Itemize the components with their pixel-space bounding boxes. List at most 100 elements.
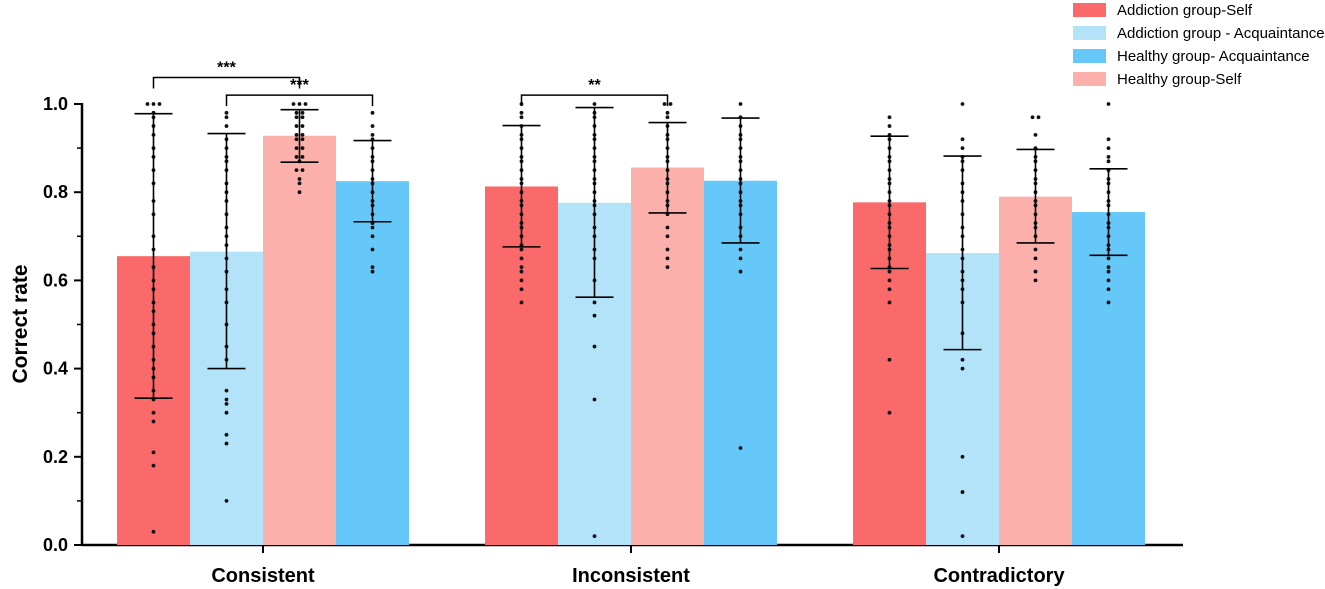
- data-point: [960, 454, 965, 459]
- data-point: [370, 247, 375, 252]
- bar: [263, 135, 336, 545]
- data-point: [738, 269, 743, 274]
- data-point: [370, 225, 375, 230]
- data-point: [300, 137, 305, 142]
- data-point: [1033, 269, 1038, 274]
- data-point: [519, 110, 524, 115]
- data-point: [662, 102, 667, 106]
- legend: Addiction group-Self Addiction group - Ac…: [1073, 2, 1325, 88]
- data-point: [1106, 102, 1111, 106]
- data-point: [1036, 115, 1041, 120]
- data-point: [592, 534, 597, 539]
- data-point: [294, 155, 299, 159]
- data-point: [592, 300, 597, 305]
- data-point: [960, 137, 965, 142]
- data-point: [151, 450, 156, 455]
- data-point: [887, 357, 892, 362]
- data-point: [1106, 287, 1111, 292]
- data-point: [665, 234, 670, 239]
- data-point: [1106, 159, 1111, 164]
- significance-bracket: [225, 94, 374, 107]
- data-point: [300, 115, 305, 120]
- y-tick-label: 0.8: [43, 182, 68, 202]
- legend-swatch: [1073, 3, 1106, 17]
- data-point: [519, 256, 524, 261]
- data-point: [887, 410, 892, 415]
- bar: [336, 181, 409, 546]
- data-point: [665, 256, 670, 261]
- data-point: [224, 410, 229, 415]
- data-point: [303, 102, 308, 106]
- y-tick-label: 0.4: [43, 359, 68, 379]
- data-point: [519, 115, 524, 120]
- data-point: [665, 265, 670, 270]
- data-point: [300, 132, 305, 137]
- bar: [1072, 212, 1145, 546]
- data-point: [1106, 300, 1111, 305]
- data-point: [370, 269, 375, 274]
- data-point: [592, 397, 597, 402]
- data-point: [151, 410, 156, 415]
- data-point: [1106, 155, 1111, 159]
- data-point: [960, 146, 965, 151]
- data-point: [960, 102, 965, 106]
- data-point: [960, 534, 965, 539]
- legend-swatch: [1073, 49, 1106, 63]
- data-point: [224, 499, 229, 503]
- data-point: [887, 300, 892, 305]
- legend-swatch: [1073, 72, 1106, 86]
- data-point: [665, 110, 670, 115]
- data-point: [157, 102, 162, 106]
- data-point: [370, 110, 375, 115]
- data-point: [738, 446, 743, 450]
- data-point: [887, 269, 892, 274]
- significance-label: ***: [290, 77, 309, 94]
- data-point: [1106, 137, 1111, 142]
- y-axis-title: Correct rate: [9, 264, 32, 383]
- legend-label: Healthy group-Self: [1117, 71, 1242, 88]
- data-point: [300, 155, 305, 159]
- data-point: [297, 181, 302, 186]
- legend-label: Addiction group-Self: [1117, 2, 1253, 19]
- data-point: [519, 278, 524, 283]
- data-point: [738, 102, 743, 106]
- y-tick-label: 1.0: [43, 94, 68, 114]
- data-point: [887, 278, 892, 283]
- data-point: [592, 344, 597, 349]
- x-tick-label: Contradictory: [933, 565, 1065, 587]
- data-point: [1106, 278, 1111, 283]
- x-tick-label: Inconsistent: [572, 565, 690, 587]
- significance-brackets: ****** **: [152, 60, 669, 107]
- data-point: [294, 137, 299, 142]
- data-point: [592, 313, 597, 318]
- y-tick-label: 0.0: [43, 535, 68, 555]
- data-point: [294, 168, 299, 173]
- data-point: [1033, 256, 1038, 261]
- data-point: [294, 110, 299, 115]
- data-point: [668, 102, 673, 106]
- data-point: [960, 490, 965, 494]
- legend-label: Addiction group - Acquaintance: [1117, 25, 1325, 42]
- data-point: [145, 102, 150, 106]
- data-point: [370, 265, 375, 270]
- data-point: [291, 102, 296, 106]
- data-point: [224, 115, 229, 120]
- data-point: [887, 124, 892, 128]
- data-point: [738, 247, 743, 252]
- significance-bracket: [152, 76, 301, 89]
- bar: [631, 167, 704, 545]
- data-point: [1106, 269, 1111, 274]
- data-point: [294, 132, 299, 137]
- legend-label: Healthy group- Acquaintance: [1117, 48, 1310, 65]
- data-point: [370, 124, 375, 128]
- bars: [117, 135, 1145, 546]
- x-tick-label: Consistent: [211, 565, 315, 587]
- data-point: [665, 225, 670, 230]
- error-bars: [134, 106, 1128, 399]
- data-point: [151, 463, 156, 468]
- bar: [999, 196, 1072, 546]
- data-point: [294, 115, 299, 120]
- y-tick-label: 0.2: [43, 447, 68, 467]
- data-point: [1033, 132, 1038, 137]
- data-point: [1030, 115, 1035, 120]
